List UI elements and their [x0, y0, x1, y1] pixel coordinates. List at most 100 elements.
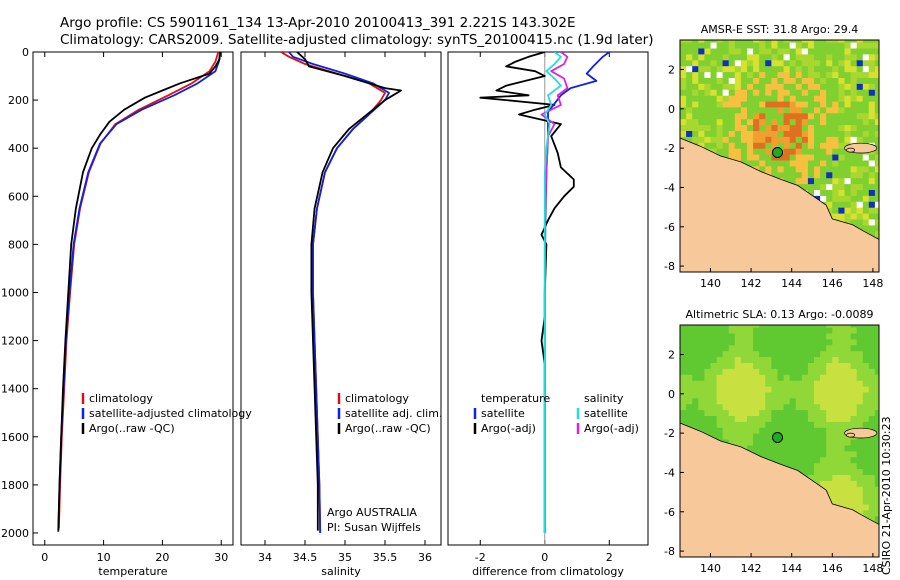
map-cell [759, 118, 766, 126]
map-cell [826, 124, 833, 131]
map-cell [698, 362, 705, 369]
map-cell [814, 433, 821, 440]
map-cell [856, 397, 864, 405]
map-cell [698, 385, 705, 393]
map-cell [862, 189, 870, 196]
legend-difference: temperaturesatelliteArgo(-adj)salinitysa… [473, 392, 639, 435]
map-cell [850, 136, 858, 143]
map-cell [753, 89, 760, 96]
map-cell [801, 89, 809, 96]
map-cell [862, 338, 870, 346]
map-cell [844, 159, 852, 167]
map-cell [844, 177, 852, 185]
map-cell [801, 171, 809, 179]
map-cell [686, 362, 693, 369]
map-cell [783, 327, 791, 334]
map-cell [856, 65, 864, 73]
map-cell [765, 136, 772, 143]
map-cell [783, 350, 791, 358]
map-cell [814, 95, 821, 102]
map-cell [771, 142, 779, 149]
map-cell [692, 130, 699, 137]
map-cell [874, 154, 879, 161]
map-cell [862, 177, 870, 185]
map-cell [722, 338, 730, 346]
map-cell [844, 189, 852, 196]
map-cell [686, 344, 693, 352]
map-cell [740, 362, 748, 369]
map-cell [740, 154, 748, 161]
map-cell [807, 374, 815, 381]
map-cell [826, 100, 833, 108]
map-cell [753, 421, 760, 428]
x-tick-label: 140 [700, 562, 721, 575]
map-cell [832, 77, 839, 84]
map-cell [795, 362, 803, 369]
map-cell [838, 450, 846, 458]
map-cell [814, 327, 821, 334]
map-cell [698, 53, 705, 61]
map-cell [753, 106, 760, 114]
map-cell [771, 165, 779, 173]
map-cell [777, 356, 785, 363]
map-cell [868, 380, 876, 387]
map-cell [783, 83, 791, 90]
map-cell [795, 415, 803, 422]
map-cell [844, 480, 852, 487]
map-frame [679, 39, 880, 273]
map-cell [874, 40, 879, 43]
map-cell [838, 498, 846, 505]
map-cell [789, 106, 797, 114]
map-cell [759, 385, 766, 393]
map-cell [807, 474, 815, 481]
map-cell [795, 374, 803, 381]
map-cell [832, 42, 839, 49]
map-cell [765, 325, 772, 328]
map-cell [801, 450, 809, 458]
map-cell [795, 171, 803, 179]
map-cell [826, 427, 833, 434]
map-cell [710, 338, 718, 346]
map-cell [838, 474, 846, 481]
map-cell [680, 100, 687, 108]
map-cell [783, 356, 791, 363]
map-cell [765, 433, 772, 440]
map-cell [789, 362, 797, 369]
map-cell [692, 40, 699, 43]
map-cell [868, 165, 876, 173]
map-cell [747, 362, 754, 369]
map-cell [844, 83, 852, 90]
map-cell [868, 439, 876, 446]
map-cell [807, 327, 815, 334]
map-cell [844, 195, 852, 202]
map-cell [698, 332, 705, 340]
map-cell [722, 433, 730, 440]
map-cell [807, 344, 815, 352]
map-cell [734, 136, 742, 143]
map-cell [680, 380, 687, 387]
map-cell [753, 100, 760, 108]
map-cell [850, 201, 858, 208]
map-cell [838, 332, 846, 340]
map-cell [759, 409, 766, 416]
map-cell [832, 95, 839, 102]
map-cell [850, 344, 858, 352]
map-cell [820, 421, 827, 428]
map-cell [807, 356, 815, 363]
map-cell [820, 159, 827, 167]
map-cell [728, 106, 736, 114]
map-cell [747, 106, 754, 114]
map-cell [801, 112, 809, 120]
map-cell [801, 374, 809, 381]
map-cell [722, 409, 730, 416]
map-cell [874, 325, 879, 328]
map-cell [771, 124, 779, 131]
map-cell [728, 415, 736, 422]
map-cell [680, 362, 687, 369]
map-cell [765, 344, 772, 352]
map-cell [728, 53, 736, 61]
map-cell [832, 391, 839, 399]
map-cell [753, 444, 760, 452]
map-cell [832, 397, 839, 405]
map-cell [838, 47, 846, 55]
